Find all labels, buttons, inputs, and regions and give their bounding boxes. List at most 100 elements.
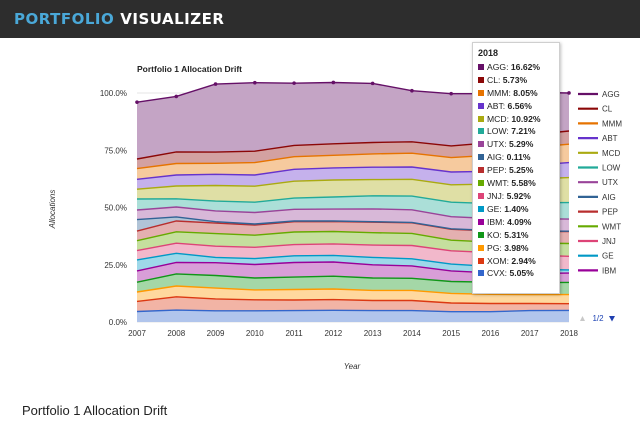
- x-tick-label: 2011: [285, 329, 303, 338]
- tooltip-name: KO:: [487, 229, 505, 240]
- legend-item-jnj[interactable]: JNJ: [578, 237, 616, 246]
- area-xom[interactable]: [137, 296, 569, 312]
- data-point: [135, 100, 139, 104]
- tooltip-value: 5.31%: [504, 229, 529, 240]
- tooltip-swatch: [478, 167, 484, 174]
- tooltip-value: 2.94%: [511, 255, 536, 266]
- tooltip-name: WMT:: [487, 178, 512, 189]
- area-pep[interactable]: [137, 221, 569, 244]
- data-point: [449, 91, 453, 96]
- legend-label: CL: [602, 105, 613, 114]
- tooltip-value: 7.21%: [511, 126, 536, 137]
- legend-item-ibm[interactable]: IBM: [578, 266, 617, 275]
- tooltip-value: 5.25%: [508, 165, 534, 176]
- x-tick-label: 2009: [207, 329, 225, 338]
- brand-logo[interactable]: PORTFOLIO VISUALIZER: [14, 10, 224, 28]
- pager-next-icon[interactable]: [609, 316, 615, 322]
- tooltip-row-cl: CL: 5.73%: [478, 74, 554, 87]
- legend-label: MMM: [602, 119, 622, 128]
- area-utx[interactable]: [137, 207, 569, 232]
- allocation-drift-chart: Portfolio 1 Allocation Drift 0.0% 25.0% 50…: [48, 64, 622, 371]
- y-tick-label: 75.0%: [104, 146, 127, 155]
- legend-label: LOW: [602, 164, 621, 173]
- area-mmm[interactable]: [137, 144, 569, 180]
- tooltip-name: GE:: [487, 203, 505, 214]
- data-point: [292, 81, 296, 85]
- line-xom: [136, 296, 570, 305]
- legend-item-low[interactable]: LOW: [578, 164, 621, 173]
- x-tick-label: 2018: [560, 329, 578, 338]
- tooltip-value: 16.62%: [510, 61, 541, 72]
- legend-item-wmt[interactable]: WMT: [578, 222, 621, 231]
- x-tick-label: 2010: [246, 329, 264, 338]
- x-tick-label: 2007: [128, 329, 146, 338]
- tooltip-name: XOM:: [487, 255, 512, 266]
- tooltip-name: UTX:: [487, 139, 509, 150]
- brand-part1: PORTFOLIO: [14, 10, 115, 28]
- tooltip-name: CVX:: [487, 268, 510, 279]
- tooltip-swatch: [478, 270, 484, 277]
- line-pg: [136, 285, 570, 296]
- x-tick-label: 2017: [521, 329, 539, 338]
- tooltip-swatch: [478, 63, 484, 70]
- tooltip-row-mcd: MCD: 10.92%: [478, 113, 554, 126]
- area-jnj[interactable]: [137, 243, 569, 270]
- tooltip-row-utx: UTX: 5.29%: [478, 138, 554, 151]
- data-tooltip: 2018 AGG: 16.62% CL: 5.73% MMM: 8.05% ABT: …: [472, 42, 560, 294]
- data-point: [253, 80, 257, 85]
- x-axis-ticks: 2007 2008 2009 2010 2011 2012 2013 2014 2015 2016…: [128, 329, 578, 338]
- tooltip-value: 0.11%: [506, 152, 531, 163]
- legend-item-cl[interactable]: CL: [578, 105, 613, 114]
- tooltip-swatch: [478, 102, 484, 109]
- legend-item-abt[interactable]: ABT: [578, 134, 618, 143]
- tooltip-row-ge: GE: 1.40%: [478, 203, 554, 216]
- tooltip-name: JNJ:: [487, 190, 507, 201]
- tooltip-row-mmm: MMM: 8.05%: [478, 87, 554, 100]
- data-point: [567, 91, 571, 95]
- tooltip-name: MCD:: [487, 113, 512, 124]
- y-tick-label: 50.0%: [104, 204, 127, 213]
- tooltip-row-pep: PEP: 5.25%: [478, 164, 554, 177]
- tooltip-row-agg: AGG: 16.62%: [478, 61, 554, 74]
- tooltip-year: 2018: [478, 48, 499, 58]
- area-ibm[interactable]: [137, 262, 569, 283]
- legend-item-ge[interactable]: GE: [578, 252, 614, 261]
- top-bar: PORTFOLIO VISUALIZER: [0, 0, 640, 38]
- tooltip-row-wmt: WMT: 5.58%: [478, 177, 554, 190]
- legend-label: ABT: [602, 134, 618, 143]
- legend-label: AIG: [602, 193, 616, 202]
- brand-part2: VISUALIZER: [120, 10, 225, 28]
- legend-item-utx[interactable]: UTX: [578, 178, 619, 187]
- legend-item-aig[interactable]: AIG: [578, 193, 616, 202]
- tooltip-swatch: [478, 205, 484, 212]
- area-cvx[interactable]: [137, 310, 569, 322]
- tooltip-name: PEP:: [487, 165, 509, 176]
- tooltip-value: 4.09%: [507, 216, 532, 227]
- legend-item-mmm[interactable]: MMM: [578, 119, 622, 128]
- pager-prev-icon[interactable]: [580, 316, 585, 321]
- x-tick-label: 2015: [442, 329, 460, 338]
- tooltip-value: 5.73%: [502, 74, 528, 85]
- x-tick-label: 2012: [324, 329, 342, 338]
- legend-item-agg[interactable]: AGG: [578, 90, 620, 99]
- tooltip-name: MMM:: [487, 87, 514, 98]
- area-agg[interactable]: [137, 82, 569, 160]
- area-abt[interactable]: [137, 162, 569, 190]
- tooltip-value: 10.92%: [511, 113, 541, 124]
- tooltip-row-low: LOW: 7.21%: [478, 125, 554, 138]
- x-axis-label: Year: [344, 362, 361, 371]
- area-cl[interactable]: [137, 131, 569, 169]
- area-aig[interactable]: [137, 216, 569, 232]
- data-point: [174, 94, 179, 99]
- legend-pager[interactable]: 1/2: [580, 314, 615, 323]
- legend-item-mcd[interactable]: MCD: [578, 149, 620, 158]
- pager-label: 1/2: [592, 314, 604, 323]
- chart-title: Portfolio 1 Allocation Drift: [137, 64, 242, 74]
- area-low[interactable]: [137, 195, 569, 220]
- footer-chart-title: Portfolio 1 Allocation Drift: [22, 403, 168, 418]
- legend-item-pep[interactable]: PEP: [578, 208, 618, 217]
- data-point: [213, 82, 218, 86]
- area-mcd[interactable]: [137, 177, 569, 204]
- x-tick-label: 2008: [167, 329, 185, 338]
- data-point: [410, 88, 414, 93]
